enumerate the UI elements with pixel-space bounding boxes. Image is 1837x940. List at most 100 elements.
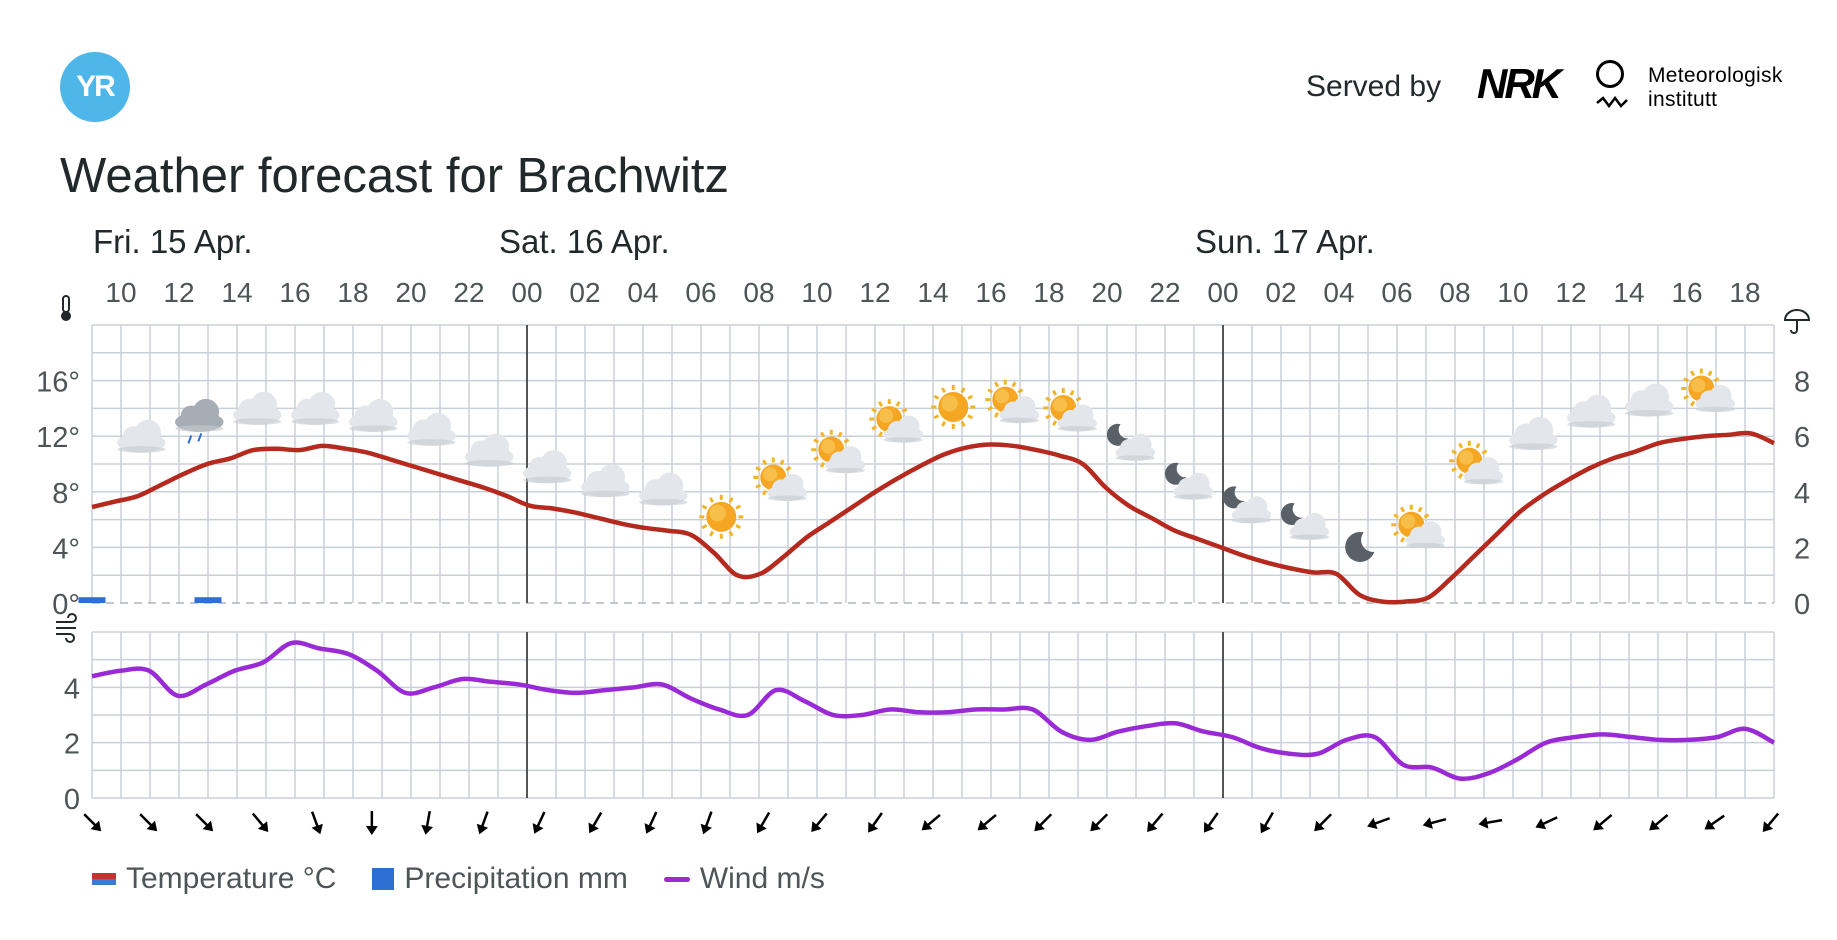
met-logo-wave-icon bbox=[1596, 96, 1628, 109]
hour-tick-label: 14 bbox=[917, 277, 948, 308]
wind-direction-arrow bbox=[1478, 816, 1503, 829]
yr-logo[interactable]: YR bbox=[60, 52, 130, 122]
hour-tick-label: 06 bbox=[1381, 277, 1412, 308]
cloudy-icon bbox=[581, 464, 630, 498]
wind-direction-arrow bbox=[139, 813, 158, 832]
wind-direction-arrow bbox=[756, 811, 771, 834]
hour-tick-label: 02 bbox=[1265, 277, 1296, 308]
met-logo-line2: institutt bbox=[1648, 88, 1718, 111]
wind-direction-arrow bbox=[1260, 811, 1274, 834]
partly-cloudy-day-icon bbox=[1449, 440, 1504, 485]
umbrella-icon bbox=[1783, 309, 1811, 334]
wind-direction-arrow bbox=[476, 811, 489, 835]
met-institute-logo[interactable]: Meteorologisk institutt bbox=[1596, 58, 1816, 114]
hour-tick-label: 08 bbox=[743, 277, 774, 308]
precipitation-bar bbox=[194, 597, 222, 603]
hour-tick-label: 22 bbox=[453, 277, 484, 308]
hour-tick-label: 14 bbox=[1613, 277, 1644, 308]
temperature-swatch bbox=[92, 873, 116, 885]
wind-direction-arrow bbox=[1314, 813, 1333, 832]
temperature-line bbox=[91, 430, 1775, 605]
wind-direction-arrow bbox=[1704, 814, 1725, 830]
wind-tick-label: 4 bbox=[64, 673, 80, 705]
forecast-chart: Fri. 15 Apr. Sat. 16 Apr. Sun. 17 Apr. 10 12… bbox=[36, 223, 1811, 835]
hour-tick-label: 06 bbox=[685, 277, 716, 308]
hour-tick-label: 12 bbox=[859, 277, 890, 308]
precipitation-swatch bbox=[372, 868, 395, 890]
wind-direction-arrow bbox=[1422, 817, 1447, 829]
hour-tick-label: 18 bbox=[1033, 277, 1064, 308]
hour-tick-label: 12 bbox=[1555, 277, 1586, 308]
wind-direction-arrow bbox=[1762, 812, 1780, 832]
clear-sky-day-icon bbox=[699, 494, 744, 539]
hour-tick-label: 08 bbox=[1439, 277, 1470, 308]
partly-cloudy-day-icon bbox=[1391, 504, 1446, 549]
page-title: Weather forecast for Brachwitz bbox=[60, 149, 730, 203]
hour-tick-label: 00 bbox=[1207, 277, 1238, 308]
precipitation-tick-label: 2 bbox=[1794, 533, 1810, 565]
day-label: Fri. 15 Apr. bbox=[93, 223, 253, 260]
cloudy-icon bbox=[1509, 416, 1558, 450]
precipitation-tick-label: 8 bbox=[1794, 367, 1810, 399]
clear-sky-night-icon bbox=[1345, 531, 1375, 562]
partly-cloudy-day-icon bbox=[1043, 387, 1098, 432]
wind-direction-arrow bbox=[532, 811, 546, 834]
met-logo-ring-icon bbox=[1596, 60, 1624, 88]
wind-direction-arrow bbox=[1649, 813, 1669, 831]
met-logo-line1: Meteorologisk bbox=[1648, 64, 1783, 87]
wind-swatch bbox=[663, 876, 690, 882]
temperature-tick-label: 8° bbox=[52, 478, 80, 510]
wind-direction-arrow bbox=[700, 811, 713, 835]
cloudy-icon bbox=[117, 419, 166, 453]
wind-direction-arrow bbox=[868, 812, 883, 833]
cloudy-icon bbox=[291, 391, 340, 425]
served-by-label: Served by bbox=[1306, 70, 1442, 103]
chart-legend: Temperature °C Precipitation mm Wind m/s bbox=[92, 862, 825, 896]
precipitation-tick-label: 4 bbox=[1794, 478, 1810, 510]
partly-cloudy-night-icon bbox=[1280, 503, 1330, 540]
hour-tick-label: 10 bbox=[801, 277, 832, 308]
wind-direction-arrow bbox=[1147, 812, 1164, 832]
hour-tick-label: 10 bbox=[105, 277, 136, 308]
cloudy-icon bbox=[233, 391, 282, 425]
partly-cloudy-day-icon bbox=[869, 399, 924, 443]
hour-tick-label: 14 bbox=[221, 277, 252, 308]
wind-icon bbox=[56, 613, 77, 643]
temperature-tick-label: 4° bbox=[52, 533, 80, 565]
hour-tick-label: 10 bbox=[1497, 277, 1528, 308]
chart-grid bbox=[91, 324, 1775, 799]
wind-direction-arrow bbox=[588, 811, 603, 834]
partly-cloudy-night-icon bbox=[1222, 486, 1272, 524]
cloudy-icon bbox=[349, 398, 398, 432]
legend-temperature-label: Temperature °C bbox=[126, 862, 337, 895]
wind-direction-arrow bbox=[83, 813, 102, 832]
partly-cloudy-day-icon bbox=[811, 429, 866, 474]
hour-tick-label: 12 bbox=[163, 277, 194, 308]
wind-direction-arrow bbox=[1203, 812, 1219, 833]
temperature-tick-label: 12° bbox=[36, 422, 80, 454]
wind-tick-label: 0 bbox=[64, 784, 80, 816]
wind-direction-arrow bbox=[365, 811, 378, 835]
wind-direction-arrow bbox=[644, 811, 658, 834]
wind-direction-arrow bbox=[1034, 813, 1053, 832]
wind-direction-arrow bbox=[1593, 813, 1613, 831]
legend-temperature[interactable]: Temperature °C bbox=[92, 862, 336, 896]
hour-tick-label: 00 bbox=[511, 277, 542, 308]
legend-precipitation[interactable]: Precipitation mm bbox=[372, 862, 628, 896]
hour-tick-label: 20 bbox=[1091, 277, 1122, 308]
nrk-logo[interactable]: NRK bbox=[1477, 60, 1562, 107]
hour-tick-label: 20 bbox=[395, 277, 426, 308]
cloud-light-rain-icon bbox=[175, 398, 224, 444]
precipitation-tick-label: 6 bbox=[1794, 422, 1810, 454]
legend-wind[interactable]: Wind m/s bbox=[663, 862, 825, 896]
wind-direction-arrow bbox=[310, 811, 323, 835]
thermometer-icon bbox=[61, 295, 71, 321]
hour-tick-label: 18 bbox=[1729, 277, 1760, 308]
wind-tick-label: 2 bbox=[64, 729, 80, 761]
wind-direction-arrow bbox=[421, 810, 434, 835]
temperature-tick-label: 16° bbox=[36, 367, 80, 399]
wind-direction-arrow bbox=[811, 812, 828, 832]
cloudy-icon bbox=[465, 433, 514, 467]
wind-direction-arrow bbox=[1367, 817, 1391, 830]
partly-cloudy-night-icon bbox=[1164, 462, 1214, 500]
